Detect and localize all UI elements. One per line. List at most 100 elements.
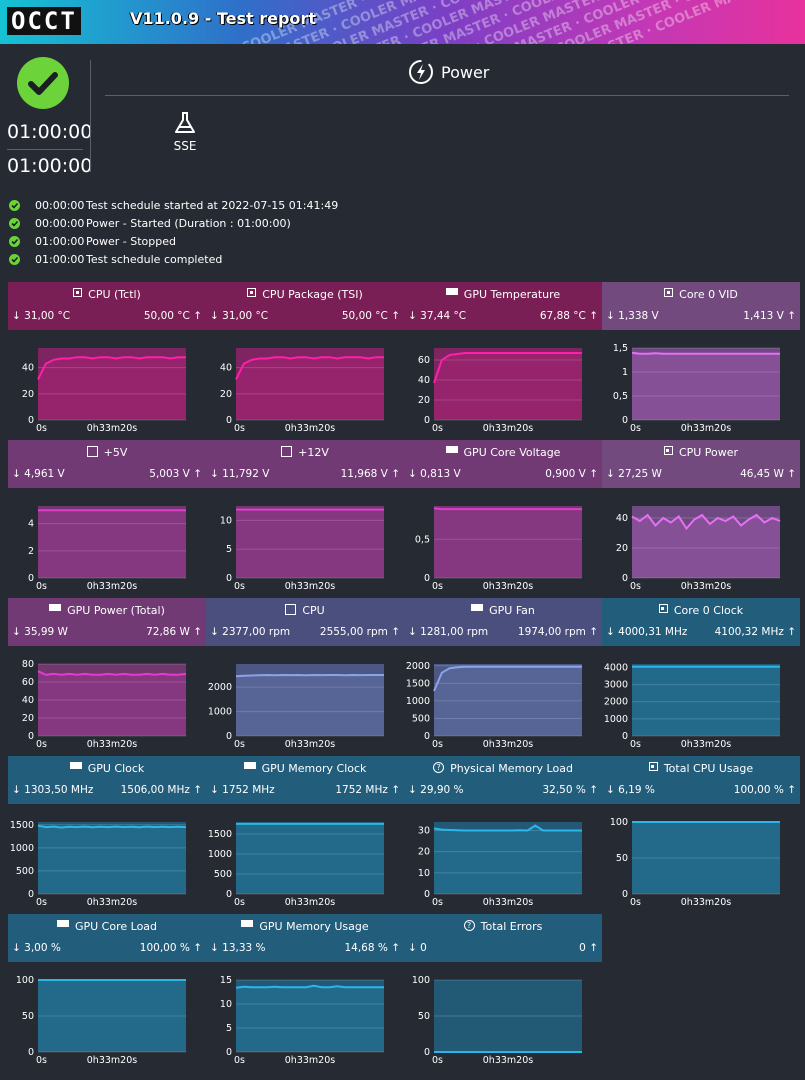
- sensor-min-value: 35,99 W: [24, 626, 68, 638]
- sensor-chart: 0 20 40 0s 0h33m20s: [220, 348, 384, 434]
- x-tick-label: 0s: [234, 897, 245, 908]
- sensor-range: ↓ 35,99 W 72,86 W ↑: [8, 624, 206, 642]
- y-tick-label: 80: [22, 659, 34, 670]
- question-icon: ?: [433, 762, 445, 773]
- sensor-min-value: 31,00 °C: [24, 310, 71, 322]
- y-tick-label: 0: [226, 1047, 232, 1058]
- sensor-min: ↓ 1752 MHz: [210, 784, 275, 796]
- sensor-header: ? Physical Memory Load: [404, 756, 602, 804]
- sensor-max: 0 ↑: [579, 942, 598, 954]
- chart-series-line: [433, 507, 582, 511]
- y-tick-label: 0: [622, 731, 628, 742]
- cpu-icon: [664, 288, 674, 297]
- sensor-chart: 0 500 1000 1500 2000 0s 0h33m20s: [406, 661, 582, 750]
- sensor-max: 1752 MHz ↑: [335, 784, 400, 796]
- sensor-max: 46,45 W ↑: [740, 468, 796, 480]
- y-tick-label: 0: [226, 573, 232, 584]
- sensor-max-value: 5,003 V: [149, 468, 190, 480]
- chart-plot-area: [632, 664, 780, 736]
- sensor-min-value: 2377,00 rpm: [222, 626, 291, 638]
- total-time: 01:00:00: [7, 155, 93, 177]
- chart-area: [38, 357, 186, 420]
- y-tick-label: 0: [226, 731, 232, 742]
- x-tick-label: 0h33m20s: [681, 739, 731, 750]
- sensor-header: GPU Fan: [404, 598, 602, 646]
- chart-plot-area: [632, 822, 780, 894]
- sensor-name: CPU: [302, 604, 325, 617]
- sensor-header: +12V: [206, 440, 404, 488]
- question-icon: ?: [463, 920, 475, 931]
- check-icon: [9, 253, 20, 265]
- banner-watermark: COOLER MASTER · COOLER MASTER · COOLER M…: [0, 0, 805, 44]
- chart-area: [38, 671, 186, 736]
- sensor-chart: 0 50 100 0s 0h33m20s: [610, 817, 780, 908]
- chart-plot-area: [236, 980, 384, 1052]
- y-tick-label: 0: [226, 415, 232, 426]
- y-tick-label: 20: [22, 713, 34, 724]
- y-tick-label: 0: [622, 415, 628, 426]
- chart-series-line: [433, 824, 582, 832]
- gpu-icon: [445, 446, 458, 453]
- chart-plot-area: [434, 506, 582, 578]
- sensor-chart: 0 10 20 30 0s 0h33m20s: [418, 822, 582, 908]
- sensor-panel: GPU Core Voltage ↓ 0,813 V 0,900 V ↑: [404, 440, 602, 596]
- x-tick-label: 0h33m20s: [285, 739, 335, 750]
- x-tick-label: 0h33m20s: [87, 423, 137, 434]
- log-entry: 01:00:00 Test schedule completed: [9, 250, 338, 268]
- x-tick-label: 0h33m20s: [681, 897, 731, 908]
- cpu-icon: [247, 288, 257, 297]
- x-tick-label: 0s: [36, 897, 47, 908]
- sensor-name: Total CPU Usage: [663, 762, 754, 775]
- y-tick-label: 0: [28, 573, 34, 584]
- chip-icon: [281, 446, 293, 457]
- sensor-min: ↓ 37,44 °C: [408, 310, 467, 322]
- chart-plot-area: [236, 348, 384, 420]
- sensor-range: ↓ 4000,31 MHz 4100,32 MHz ↑: [602, 624, 800, 642]
- x-tick-label: 0s: [36, 739, 47, 750]
- y-tick-label: 50: [418, 1011, 430, 1022]
- x-tick-label: 0s: [432, 581, 443, 592]
- sensor-name: GPU Memory Usage: [259, 920, 369, 933]
- instruction-set: SSE: [170, 110, 200, 153]
- x-tick-label: 0s: [432, 897, 443, 908]
- y-tick-label: 15: [220, 975, 232, 986]
- y-tick-label: 3000: [604, 680, 628, 691]
- chart-series-line: [433, 352, 582, 384]
- chart-plot-area: [38, 664, 186, 736]
- y-tick-label: 20: [616, 543, 628, 554]
- chip-icon: [285, 604, 297, 615]
- check-icon: [9, 199, 20, 211]
- y-tick-label: 0,5: [415, 534, 430, 545]
- check-icon: [9, 217, 20, 229]
- sensor-min: ↓ 31,00 °C: [210, 310, 269, 322]
- sensor-min-value: 0: [420, 942, 427, 954]
- sensor-range: ↓ 3,00 % 100,00 % ↑: [8, 940, 206, 958]
- sensor-min-value: 11,792 V: [222, 468, 270, 480]
- gpu-icon: [241, 920, 254, 927]
- sensor-max: 0,900 V ↑: [545, 468, 598, 480]
- x-tick-label: 0h33m20s: [483, 1055, 533, 1066]
- sensor-max: 100,00 % ↑: [139, 942, 202, 954]
- sensor-max-value: 50,00 °C: [341, 310, 388, 322]
- sensor-range: ↓ 27,25 W 46,45 W ↑: [602, 466, 800, 484]
- sensor-min: ↓ 11,792 V: [210, 468, 270, 480]
- sensor-max-value: 1506,00 MHz: [120, 784, 190, 796]
- y-tick-label: 30: [418, 825, 430, 836]
- sensor-header: GPU Power (Total): [8, 598, 206, 646]
- sensor-range: ↓ 29,90 % 32,50 % ↑: [404, 782, 602, 800]
- gpu-icon: [69, 762, 82, 769]
- flask-icon: [175, 112, 195, 133]
- chart-plot-area: [236, 506, 384, 578]
- sensor-name: +12V: [298, 446, 329, 459]
- sensor-name: GPU Temperature: [463, 288, 561, 301]
- chart-area: [632, 515, 780, 578]
- chart-area: [236, 357, 384, 420]
- sensor-panel: CPU Power ↓ 27,25 W 46,45 W ↑: [602, 440, 800, 596]
- sensor-header: Total CPU Usage: [602, 756, 800, 804]
- sensor-header: CPU Package (TSI): [206, 282, 404, 330]
- chart-area: [236, 985, 384, 1052]
- title-divider: [105, 95, 789, 96]
- x-tick-label: 0s: [36, 1055, 47, 1066]
- sensor-header: Core 0 Clock: [602, 598, 800, 646]
- y-tick-label: 0: [28, 1047, 34, 1058]
